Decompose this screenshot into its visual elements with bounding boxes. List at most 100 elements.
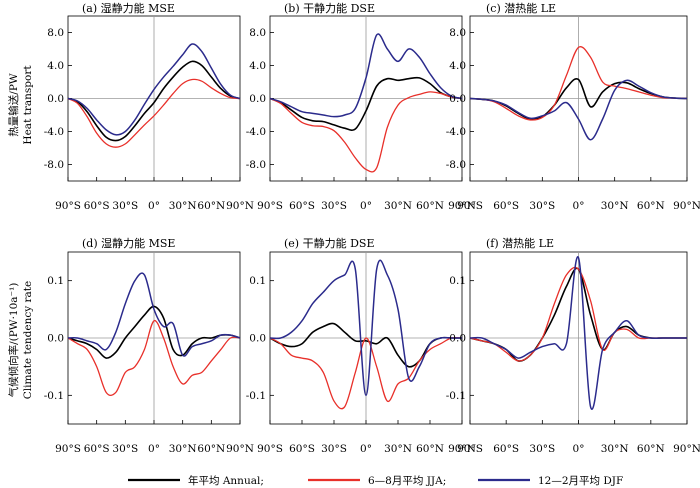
y-tick-label: 8.0 bbox=[249, 27, 266, 39]
x-tick-label: 60°N bbox=[197, 200, 225, 212]
x-tick-label: 30°S bbox=[529, 443, 555, 455]
y-tick-label: 0.1 bbox=[449, 275, 466, 287]
series-line-djf bbox=[469, 79, 688, 141]
panel-title: (e) 干静力能 DSE bbox=[284, 236, 374, 250]
y-tick-label: -4.0 bbox=[246, 126, 266, 138]
x-tick-label: 30°S bbox=[112, 200, 138, 212]
y-tick-label: 0.0 bbox=[249, 333, 266, 345]
y-tick-label: -8.0 bbox=[446, 159, 466, 171]
y-tick-label: -8.0 bbox=[246, 159, 266, 171]
x-tick-label: 60°N bbox=[637, 200, 665, 212]
y-label-bottom: 气候倾向率/(PW·10a⁻¹) Climate tendency rate bbox=[7, 281, 34, 400]
x-tick-label: 60°S bbox=[289, 200, 315, 212]
series-line-jja bbox=[269, 336, 463, 410]
chart-panel-4: -0.1 0.0 0.1 90°S 60°S 30°S 0° 30°N 60°N 90°N (d) … bbox=[44, 236, 254, 455]
x-tick-label: 90°N bbox=[448, 443, 476, 455]
series-line-annual bbox=[67, 305, 241, 359]
legend-label-djf: 12—2月平均 DJF bbox=[538, 475, 623, 487]
x-tick-label: 90°N bbox=[673, 200, 700, 212]
x-tick-label: 90°N bbox=[448, 200, 476, 212]
series-line-jja bbox=[269, 91, 463, 173]
series-line-djf bbox=[67, 272, 241, 357]
x-tick-label: 60°N bbox=[416, 200, 444, 212]
x-tick-label: 60°N bbox=[416, 443, 444, 455]
chart-panel-1: -8.0 -4.0 0.0 4.0 8.0 90°S 60°S 30°S 0° 30°N 60°N 9… bbox=[44, 1, 254, 212]
y-tick-label: 8.0 bbox=[47, 27, 64, 39]
y-tick-label: 4.0 bbox=[249, 60, 266, 72]
x-tick-label: 30°N bbox=[169, 443, 197, 455]
y-label-top-cn: 热量输送/PW bbox=[7, 73, 20, 137]
chart-panel-6: -0.1 0.0 0.1 90°S 60°S 30°S 0° 30°N 60°N 90°N (f) … bbox=[446, 236, 700, 455]
x-tick-label: 30°N bbox=[601, 443, 629, 455]
x-tick-label: 0° bbox=[148, 200, 160, 212]
series-line-jja bbox=[67, 320, 241, 396]
x-tick-label: 60°S bbox=[289, 443, 315, 455]
x-tick-label: 90°N bbox=[226, 200, 254, 212]
y-tick-label: -4.0 bbox=[446, 126, 466, 138]
y-tick-label: 0.0 bbox=[47, 333, 64, 345]
x-tick-label: 90°N bbox=[226, 443, 254, 455]
y-label-top-en: Heat transport bbox=[22, 65, 34, 145]
x-tick-label: 0° bbox=[360, 443, 372, 455]
x-tick-label: 30°N bbox=[601, 200, 629, 212]
x-tick-label: 90°S bbox=[257, 443, 283, 455]
x-tick-label: 0° bbox=[573, 200, 585, 212]
x-tick-label: 30°N bbox=[384, 200, 412, 212]
chart-panel-5: -0.1 0.0 0.1 90°S 60°S 30°S 0° 30°N 60°N 90°N (e) … bbox=[246, 236, 476, 455]
y-tick-label: 4.0 bbox=[47, 60, 64, 72]
y-tick-label: -0.1 bbox=[246, 390, 266, 402]
x-tick-label: 30°N bbox=[384, 443, 412, 455]
x-tick-label: 0° bbox=[360, 200, 372, 212]
panel-title: (c) 潜热能 LE bbox=[486, 1, 556, 15]
y-label-bottom-en: Climate tendency rate bbox=[22, 281, 34, 400]
panel-title: (f) 潜热能 LE bbox=[486, 236, 554, 250]
x-tick-label: 60°N bbox=[637, 443, 665, 455]
series-line-djf bbox=[469, 256, 687, 410]
y-tick-label: 0.1 bbox=[249, 275, 266, 287]
x-tick-label: 30°S bbox=[529, 200, 555, 212]
x-tick-label: 30°S bbox=[321, 443, 347, 455]
series-line-djf bbox=[269, 33, 463, 118]
y-tick-label: 4.0 bbox=[449, 60, 466, 72]
series-line-annual bbox=[67, 60, 241, 142]
x-tick-label: 60°S bbox=[84, 443, 110, 455]
x-tick-label: 90°N bbox=[673, 443, 700, 455]
y-tick-label: -8.0 bbox=[44, 159, 64, 171]
x-tick-label: 60°S bbox=[84, 200, 110, 212]
series-line-jja bbox=[469, 46, 688, 121]
x-tick-label: 30°S bbox=[112, 443, 138, 455]
x-tick-label: 30°S bbox=[321, 200, 347, 212]
x-tick-label: 60°S bbox=[493, 200, 519, 212]
y-label-bottom-cn: 气候倾向率/(PW·10a⁻¹) bbox=[7, 283, 20, 398]
x-tick-label: 0° bbox=[573, 443, 585, 455]
y-label-top: 热量输送/PW Heat transport bbox=[7, 65, 34, 145]
y-tick-label: -4.0 bbox=[44, 126, 64, 138]
series-line-annual bbox=[269, 76, 463, 132]
x-tick-label: 30°N bbox=[169, 200, 197, 212]
series-line-jja bbox=[67, 78, 241, 148]
legend: 年平均 Annual; 6—8月平均 JJA; 12—2月平均 DJF bbox=[128, 474, 623, 487]
y-tick-label: 0.0 bbox=[449, 333, 466, 345]
x-tick-label: 90°S bbox=[457, 200, 483, 212]
y-tick-label: 0.0 bbox=[449, 93, 466, 105]
y-tick-label: -0.1 bbox=[44, 390, 64, 402]
y-tick-label: -0.1 bbox=[446, 390, 466, 402]
x-tick-label: 60°S bbox=[493, 443, 519, 455]
chart-panel-3: -8.0 -4.0 0.0 4.0 8.0 90°S 60°S 30°S 0° 30°N 60°N 9… bbox=[446, 1, 700, 212]
chart-panel-2: -8.0 -4.0 0.0 4.0 8.0 90°S 60°S 30°S 0° 30°N 60°N 9… bbox=[246, 1, 476, 212]
x-tick-label: 90°S bbox=[55, 443, 81, 455]
x-tick-label: 60°N bbox=[197, 443, 225, 455]
series-line-djf bbox=[269, 259, 462, 397]
y-tick-label: 0.1 bbox=[47, 275, 64, 287]
x-tick-label: 90°S bbox=[257, 200, 283, 212]
panel-title: (a) 湿静力能 MSE bbox=[82, 1, 175, 15]
panel-title: (d) 湿静力能 MSE bbox=[82, 236, 175, 250]
legend-label-annual: 年平均 Annual; bbox=[188, 474, 264, 487]
legend-label-jja: 6—8月平均 JJA; bbox=[368, 475, 446, 487]
x-tick-label: 90°S bbox=[55, 200, 81, 212]
x-tick-label: 90°S bbox=[457, 443, 483, 455]
series-line-djf bbox=[67, 43, 241, 136]
y-tick-label: 8.0 bbox=[449, 27, 466, 39]
y-tick-label: 0.0 bbox=[47, 93, 64, 105]
